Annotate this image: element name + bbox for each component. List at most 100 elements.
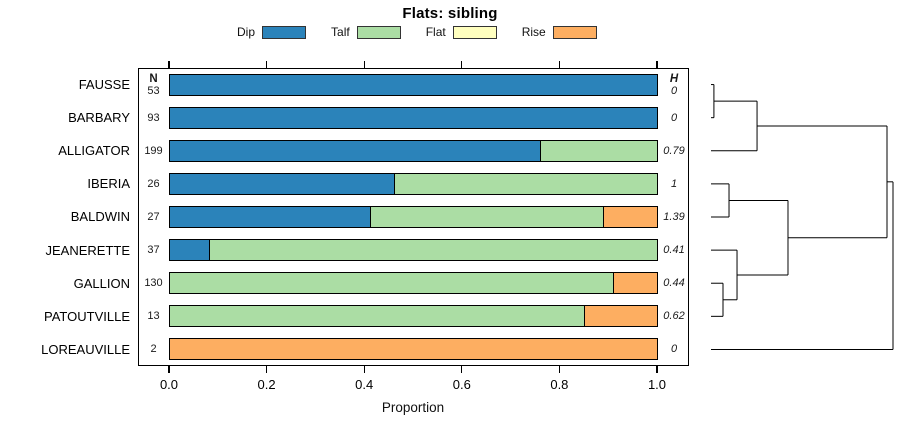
category-label: IBERIA	[87, 176, 130, 192]
plot-box	[138, 68, 689, 366]
bar	[169, 106, 658, 129]
category-label: PATOUTVILLE	[44, 308, 130, 324]
n-value: 26	[147, 177, 160, 190]
bar-segment-rise	[613, 273, 657, 294]
n-cell: 26	[138, 167, 169, 200]
bar-segment-dip	[170, 74, 657, 95]
bar	[169, 338, 658, 361]
h-value: 0.62	[663, 310, 685, 323]
n-value: 93	[147, 111, 160, 124]
bar-segment-dip	[170, 240, 209, 261]
category-label: FAUSSE	[78, 77, 130, 93]
h-cell: 0.62	[659, 300, 689, 333]
bar-segment-dip	[170, 140, 541, 161]
h-cell: 0.44	[659, 267, 689, 300]
n-value: 53	[147, 84, 160, 97]
legend-item-flat: Flat	[426, 25, 497, 39]
x-tick-top	[558, 61, 560, 68]
bar-segment-rise	[170, 339, 657, 360]
bar	[169, 239, 658, 262]
n-value: 13	[147, 310, 160, 323]
bar-segment-dip	[170, 107, 657, 128]
h-value: 0	[670, 343, 678, 356]
chart-title: Flats: sibling	[402, 5, 498, 22]
h-cell: 1	[659, 167, 689, 200]
legend: Dip Talf Flat Rise	[237, 25, 597, 39]
bar	[169, 172, 658, 195]
category-label: JEANERETTE	[45, 242, 130, 258]
h-value: 1.39	[663, 210, 685, 223]
bar	[169, 73, 658, 96]
h-value: 0.79	[663, 144, 685, 157]
x-tick-bottom	[656, 366, 658, 373]
x-tick-bottom	[558, 366, 560, 373]
legend-swatch-talf	[356, 25, 401, 39]
category-label: BALDWIN	[70, 209, 130, 225]
n-value: 2	[150, 343, 157, 356]
bar-segment-talf	[540, 140, 657, 161]
x-tick-label: 0.6	[452, 377, 471, 392]
legend-label: Flat	[425, 25, 446, 39]
x-tick-top	[461, 61, 463, 68]
h-value: 0	[670, 111, 678, 124]
h-value: 0	[670, 84, 678, 97]
bar-segment-rise	[583, 306, 657, 327]
legend-label: Rise	[521, 25, 546, 39]
legend-swatch-flat	[452, 25, 497, 39]
x-axis-label: Proportion	[381, 400, 445, 415]
x-tick-top	[656, 61, 658, 68]
h-cell: 0	[659, 101, 689, 134]
bar	[169, 272, 658, 295]
n-value: 27	[147, 210, 160, 223]
bar-segment-dip	[170, 207, 370, 227]
bar-segment-talf	[170, 306, 584, 327]
bar-segment-talf	[208, 240, 657, 261]
legend-item-rise: Rise	[522, 25, 597, 39]
legend-swatch-dip	[262, 25, 307, 39]
bar	[169, 139, 658, 162]
x-tick-label: 0.0	[159, 377, 179, 392]
bar	[169, 206, 658, 228]
x-tick-label: 1.0	[647, 377, 667, 392]
n-cell: 199	[138, 134, 169, 167]
n-cell: 2	[138, 333, 169, 366]
bar-segment-talf	[170, 273, 614, 294]
h-value: 0.41	[663, 244, 685, 257]
h-cell: 0.79	[659, 134, 689, 167]
legend-swatch-rise	[552, 25, 597, 39]
bar-segment-dip	[170, 173, 395, 194]
legend-item-talf: Talf	[331, 25, 401, 39]
n-value: 130	[144, 277, 163, 290]
x-tick-top	[266, 61, 268, 68]
h-cell: 0	[659, 333, 689, 366]
bar-segment-talf	[394, 173, 657, 194]
h-value: 1	[670, 177, 678, 190]
category-label: GALLION	[73, 275, 130, 291]
x-tick-top	[168, 61, 170, 68]
x-tick-label: 0.8	[550, 377, 569, 392]
n-cell: N 53	[138, 68, 169, 101]
bar-segment-talf	[369, 207, 604, 227]
bar	[169, 305, 658, 328]
x-tick-bottom	[461, 366, 463, 373]
h-cell: 1.39	[659, 200, 689, 233]
x-tick-label: 0.2	[257, 377, 276, 392]
h-cell: 0.41	[659, 234, 689, 267]
n-cell: 13	[138, 300, 169, 333]
category-label: ALLIGATOR	[58, 143, 130, 159]
legend-item-dip: Dip	[237, 25, 307, 39]
bar-segment-rise	[603, 207, 657, 227]
category-label: BARBARY	[68, 110, 130, 126]
x-tick-bottom	[363, 366, 365, 373]
legend-label: Dip	[237, 25, 256, 39]
n-value: 199	[144, 144, 163, 157]
legend-label: Talf	[331, 25, 350, 39]
n-cell: 130	[138, 267, 169, 300]
x-tick-bottom	[168, 366, 170, 373]
n-value: 37	[147, 244, 160, 257]
n-cell: 27	[138, 200, 169, 233]
x-tick-top	[363, 61, 365, 68]
n-column-header: N	[149, 72, 158, 85]
h-value: 0.44	[663, 277, 685, 290]
